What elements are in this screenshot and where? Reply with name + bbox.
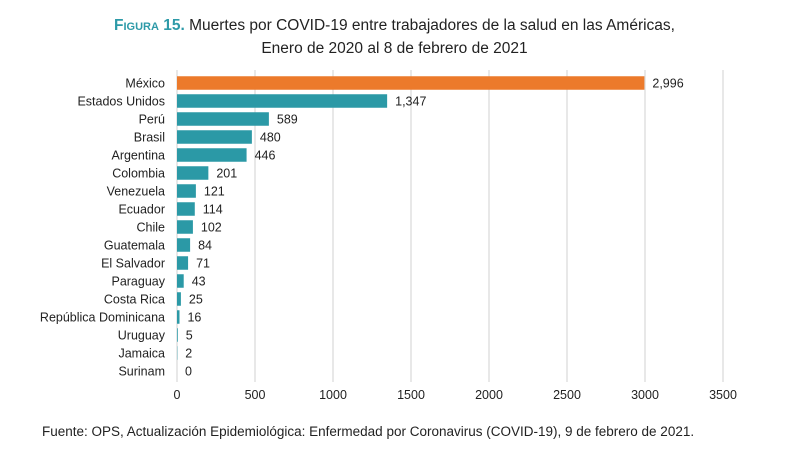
value-label: 71 (196, 257, 210, 271)
value-label: 84 (198, 239, 212, 253)
chart-bars (177, 76, 645, 360)
value-label: 1,347 (395, 95, 426, 109)
bar (177, 94, 388, 108)
category-label: Chile (137, 221, 166, 235)
title-line-2: Enero de 2020 al 8 de febrero de 2021 (261, 40, 528, 57)
bar (177, 148, 247, 162)
x-tick-label: 2500 (553, 388, 581, 402)
bar (177, 202, 195, 216)
bar (177, 112, 269, 126)
bar (177, 184, 196, 198)
category-label: Ecuador (118, 203, 165, 217)
category-label: Brasil (134, 131, 165, 145)
value-label: 2,996 (652, 77, 683, 91)
category-label: República Dominicana (40, 311, 165, 325)
source-note: Fuente: OPS, Actualización Epidemiológic… (42, 424, 695, 439)
title-line-1: Muertes por COVID-19 entre trabajadores … (184, 17, 675, 34)
x-axis-tick-labels: 0 500 1000 1500 2000 2500 3000 3500 (174, 388, 737, 402)
category-label: Surinam (118, 365, 165, 379)
x-tick-label: 500 (245, 388, 266, 402)
category-label: El Salvador (101, 257, 165, 271)
chart-title: Figura 15. Muertes por COVID-19 entre tr… (0, 14, 789, 60)
category-label: Guatemala (104, 239, 165, 253)
bar-chart: México Estados Unidos Perú Brasil Argentina C… (40, 70, 737, 402)
category-label: Paraguay (111, 275, 165, 289)
x-tick-label: 2000 (475, 388, 503, 402)
category-label: Uruguay (118, 329, 166, 343)
category-label: Argentina (111, 149, 165, 163)
value-label: 121 (204, 185, 225, 199)
category-label: Estados Unidos (77, 95, 165, 109)
value-label: 2 (185, 347, 192, 361)
value-label: 16 (187, 311, 201, 325)
value-label: 5 (186, 329, 193, 343)
value-label: 114 (203, 203, 223, 217)
category-label: Perú (139, 113, 165, 127)
category-label: Costa Rica (104, 293, 165, 307)
value-label: 480 (260, 131, 281, 145)
x-tick-label: 1000 (319, 388, 347, 402)
x-tick-label: 1500 (397, 388, 425, 402)
x-tick-label: 3500 (709, 388, 737, 402)
value-label: 43 (192, 275, 206, 289)
value-label: 25 (189, 293, 203, 307)
category-labels: México Estados Unidos Perú Brasil Argentina C… (40, 77, 166, 379)
value-labels: 2,9961,347589480446201121114102847143251… (185, 77, 684, 379)
bar (177, 292, 181, 306)
figure-label: Figura 15. (114, 17, 185, 34)
bar (177, 130, 252, 144)
bar (177, 274, 184, 288)
value-label: 0 (185, 365, 192, 379)
bar (177, 166, 209, 180)
value-label: 201 (216, 167, 237, 181)
category-label: México (125, 77, 165, 91)
bar (177, 220, 193, 234)
category-label: Jamaica (118, 347, 165, 361)
bar (177, 256, 189, 270)
value-label: 102 (201, 221, 222, 235)
bar (177, 76, 645, 90)
value-label: 446 (255, 149, 276, 163)
bar (177, 238, 191, 252)
category-label: Venezuela (107, 185, 165, 199)
bar (177, 310, 180, 324)
x-tick-label: 3000 (631, 388, 659, 402)
value-label: 589 (277, 113, 298, 127)
category-label: Colombia (112, 167, 165, 181)
x-tick-label: 0 (174, 388, 181, 402)
bar (177, 328, 178, 342)
